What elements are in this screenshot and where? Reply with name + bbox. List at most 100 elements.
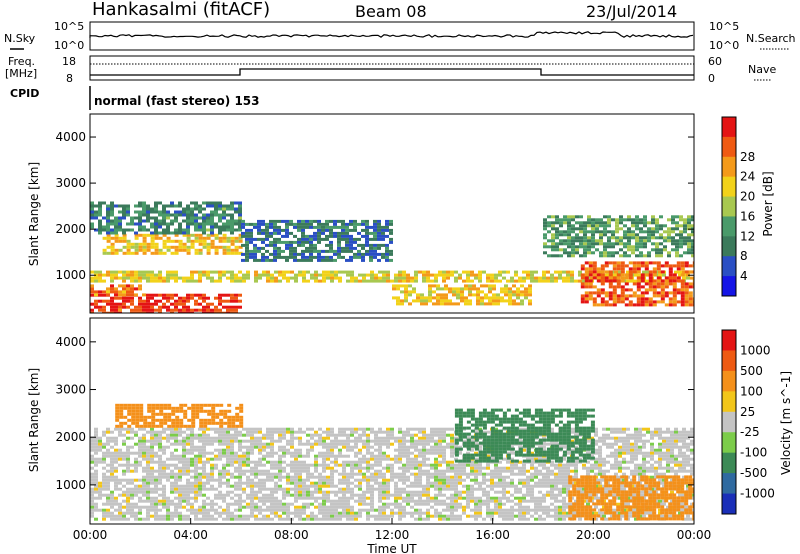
heatmap-cell-power	[281, 228, 285, 232]
heatmap-cell-power	[651, 233, 655, 237]
heatmap-cell-velocity	[186, 457, 190, 461]
heatmap-cell-velocity	[366, 433, 370, 437]
heatmap-cell-power	[150, 302, 154, 306]
heatmap-cell-power	[620, 294, 625, 298]
heatmap-cell-power	[293, 222, 297, 226]
heatmap-cell-velocity	[258, 460, 262, 464]
heatmap-cell-velocity	[350, 517, 354, 521]
heatmap-cell-velocity	[386, 457, 390, 461]
heatmap-cell-power	[596, 270, 601, 274]
heatmap-cell-power	[206, 242, 211, 246]
heatmap-cell-power	[178, 242, 183, 246]
heatmap-cell-velocity	[454, 487, 458, 491]
heatmap-cell-velocity	[150, 472, 154, 476]
heatmap-cell-power	[616, 267, 621, 271]
heatmap-cell-power	[166, 236, 171, 240]
heatmap-cell-velocity	[466, 451, 470, 455]
freq-left-tick-bottom: 8	[66, 72, 73, 85]
heatmap-cell-power	[118, 228, 122, 232]
heatmap-cell-power	[341, 225, 345, 229]
heatmap-cell-velocity	[246, 451, 250, 455]
heatmap-cell-velocity	[142, 427, 146, 431]
heatmap-cell-power	[599, 239, 603, 243]
heatmap-cell-velocity	[370, 499, 374, 503]
heatmap-cell-power	[306, 270, 310, 274]
heatmap-cell-velocity	[146, 448, 150, 452]
heatmap-cell-velocity	[354, 514, 358, 518]
heatmap-cell-power	[198, 293, 202, 297]
heatmap-cell-power	[530, 276, 534, 280]
heatmap-cell-power	[410, 279, 414, 283]
heatmap-cell-power	[246, 273, 250, 277]
heatmap-cell-velocity	[238, 445, 242, 449]
heatmap-cell-velocity	[90, 442, 94, 446]
heatmap-cell-velocity	[266, 445, 270, 449]
heatmap-cell-velocity	[218, 493, 222, 497]
heatmap-cell-power	[277, 249, 281, 253]
heatmap-cell-velocity	[430, 439, 434, 443]
heatmap-cell-power	[150, 273, 154, 277]
heatmap-cell-velocity	[458, 505, 462, 509]
heatmap-cell-power	[142, 293, 146, 297]
heatmap-cell-power	[398, 279, 402, 283]
heatmap-cell-velocity	[466, 472, 470, 476]
heatmap-cell-power	[378, 270, 382, 274]
heatmap-cell-velocity	[182, 490, 186, 494]
heatmap-cell-velocity	[298, 481, 302, 485]
heatmap-cell-velocity	[178, 475, 182, 479]
heatmap-cell-power	[659, 233, 663, 237]
heatmap-cell-velocity	[414, 502, 418, 506]
heatmap-cell-power	[534, 279, 538, 283]
heatmap-cell-velocity	[274, 496, 278, 500]
heatmap-cell-velocity	[282, 493, 286, 497]
heatmap-cell-velocity	[486, 493, 490, 497]
heatmap-cell-velocity	[262, 514, 266, 518]
heatmap-cell-velocity	[258, 490, 262, 494]
heatmap-cell-power	[286, 279, 290, 283]
heatmap-cell-velocity	[442, 508, 446, 512]
heatmap-cell-velocity	[454, 478, 458, 482]
heatmap-cell-power	[186, 207, 190, 211]
heatmap-cell-power	[301, 222, 305, 226]
heatmap-cell-power	[242, 279, 246, 283]
heatmap-cell-velocity	[450, 496, 454, 500]
heatmap-cell-velocity	[374, 433, 378, 437]
heatmap-cell-power	[334, 273, 338, 277]
heatmap-cell-velocity	[522, 496, 526, 500]
heatmap-cell-power	[337, 255, 341, 259]
heatmap-cell-velocity	[258, 430, 262, 434]
heatmap-cell-power	[377, 222, 381, 226]
heatmap-cell-velocity	[306, 517, 310, 521]
heatmap-cell-velocity	[206, 478, 210, 482]
heatmap-cell-velocity	[526, 487, 530, 491]
heatmap-cell-power	[591, 227, 595, 231]
heatmap-cell-power	[672, 273, 677, 277]
heatmap-cell-velocity	[362, 496, 366, 500]
heatmap-cell-power	[627, 239, 631, 243]
heatmap-cell-velocity	[290, 511, 294, 515]
heatmap-cell-velocity	[394, 499, 398, 503]
heatmap-cell-velocity	[422, 502, 426, 506]
heatmap-cell-power	[102, 293, 106, 297]
heatmap-cell-velocity	[490, 484, 494, 488]
heatmap-cell-power	[325, 228, 329, 232]
heatmap-cell-power	[512, 299, 516, 303]
heatmap-cell-power	[334, 276, 338, 280]
heatmap-cell-power	[150, 242, 155, 246]
heatmap-cell-velocity	[442, 436, 446, 440]
heatmap-cell-power	[162, 245, 167, 249]
heatmap-cell-power	[245, 222, 249, 226]
heatmap-cell-power	[126, 248, 131, 252]
heatmap-cell-power	[608, 285, 613, 289]
heatmap-cell-velocity	[466, 490, 470, 494]
heatmap-cell-velocity	[122, 457, 126, 461]
heatmap-cell-velocity	[322, 478, 326, 482]
heatmap-cell-velocity	[298, 442, 302, 446]
heatmap-cell-velocity	[322, 505, 326, 509]
heatmap-cell-velocity	[490, 472, 494, 476]
heatmap-cell-power	[326, 276, 330, 280]
heatmap-cell-power	[652, 291, 657, 295]
heatmap-cell-power	[620, 300, 625, 304]
heatmap-cell-velocity	[502, 502, 506, 506]
heatmap-cell-power	[510, 279, 514, 283]
